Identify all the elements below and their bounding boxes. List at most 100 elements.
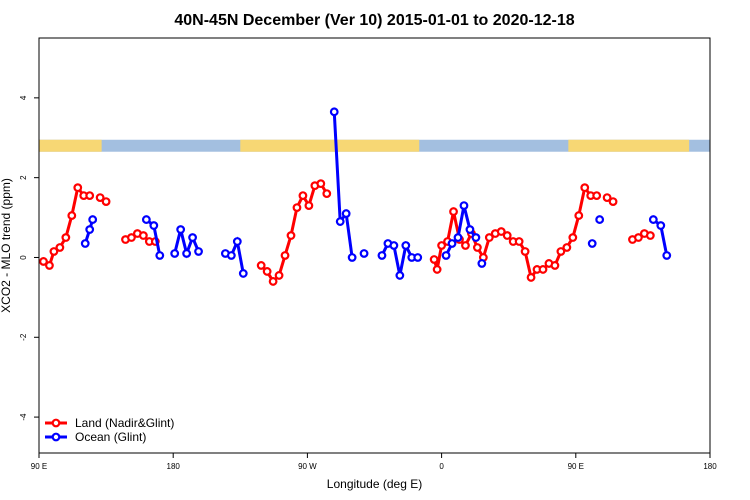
data-point xyxy=(316,179,326,189)
x-tick-label: 180 xyxy=(167,462,181,471)
data-point xyxy=(67,211,77,220)
data-point xyxy=(280,251,290,260)
land-strip-segment xyxy=(39,139,102,152)
y-tick-label: -4 xyxy=(19,413,28,421)
data-point xyxy=(268,277,278,286)
data-point xyxy=(377,251,387,260)
data-point xyxy=(602,193,612,203)
axes: 90 E 180 90 W 0 90 E 180 -4 -2 0 2 4 xyxy=(19,95,717,471)
data-point xyxy=(298,191,308,201)
data-point xyxy=(441,251,451,260)
data-point xyxy=(61,233,71,242)
legend-label: Land (Nadir&Glint) xyxy=(75,416,174,430)
data-point xyxy=(550,261,560,270)
legend: Land (Nadir&Glint)Ocean (Glint) xyxy=(45,416,174,444)
data-point xyxy=(127,233,136,242)
series-layer xyxy=(39,107,672,286)
series-ocean xyxy=(80,107,672,280)
data-point xyxy=(401,241,411,250)
x-tick-label: 180 xyxy=(703,462,717,471)
data-point xyxy=(447,239,457,248)
data-point xyxy=(580,183,590,193)
data-point xyxy=(262,267,272,276)
land-ocean-strip xyxy=(39,139,710,152)
x-tick-label: 90 E xyxy=(31,462,47,471)
data-point xyxy=(520,247,530,256)
data-point xyxy=(85,191,95,201)
data-point xyxy=(449,207,458,216)
data-point xyxy=(648,215,658,224)
data-point xyxy=(662,251,672,260)
data-point xyxy=(587,239,597,248)
data-point xyxy=(322,189,332,199)
x-axis-label: Longitude (deg E) xyxy=(327,477,422,491)
data-point xyxy=(85,225,95,234)
data-point xyxy=(471,233,481,242)
data-point xyxy=(138,231,148,240)
data-point xyxy=(274,271,284,280)
data-point xyxy=(329,107,339,117)
data-point xyxy=(49,247,59,256)
data-point xyxy=(359,249,369,258)
data-point xyxy=(73,183,83,193)
x-tick-label: 0 xyxy=(439,462,444,471)
data-point xyxy=(39,257,48,266)
y-tick-label: 4 xyxy=(19,95,28,100)
data-point xyxy=(256,261,266,270)
data-point xyxy=(170,249,180,258)
data-point xyxy=(562,243,572,252)
x-tick-label: 90 E xyxy=(568,462,584,471)
data-point xyxy=(574,211,584,220)
data-point xyxy=(341,209,351,218)
data-point xyxy=(155,251,165,260)
series-line xyxy=(332,111,354,258)
data-point xyxy=(645,231,655,240)
data-point xyxy=(496,227,506,236)
data-point xyxy=(595,215,605,224)
y-tick-label: -2 xyxy=(19,333,28,341)
data-point xyxy=(80,239,90,248)
data-point xyxy=(45,261,54,270)
data-point xyxy=(182,249,192,258)
data-point xyxy=(194,247,203,256)
data-point xyxy=(459,201,469,210)
plot-frame xyxy=(38,37,711,454)
y-tick-label: 0 xyxy=(19,255,28,260)
data-point xyxy=(556,247,566,256)
chart-title: 40N-45N December (Ver 10) 2015-01-01 to … xyxy=(174,12,574,29)
data-point xyxy=(413,253,423,262)
data-point xyxy=(477,259,487,268)
data-point xyxy=(465,225,475,234)
legend-marker xyxy=(51,432,61,442)
land-strip-segment xyxy=(568,139,690,152)
y-tick-label: 2 xyxy=(19,175,28,180)
data-point xyxy=(149,221,159,230)
data-point xyxy=(634,233,643,242)
data-point xyxy=(238,269,248,278)
data-point xyxy=(484,233,494,242)
data-point xyxy=(55,243,65,252)
data-point xyxy=(526,273,536,282)
data-point xyxy=(292,203,302,212)
data-point xyxy=(226,251,236,260)
data-point xyxy=(232,237,242,246)
legend-marker xyxy=(51,418,61,428)
data-point xyxy=(347,253,357,262)
data-point xyxy=(592,191,602,201)
data-point xyxy=(656,221,666,230)
data-point xyxy=(538,265,548,274)
data-point xyxy=(461,241,470,250)
data-point xyxy=(95,193,105,203)
data-point xyxy=(437,241,447,250)
data-point xyxy=(141,215,151,224)
data-point xyxy=(514,237,524,246)
data-point xyxy=(432,265,442,274)
data-point xyxy=(608,197,618,207)
data-point xyxy=(188,233,197,242)
data-point xyxy=(335,217,345,226)
data-point xyxy=(472,243,482,252)
y-axis-label: XCO2 - MLO trend (ppm) xyxy=(0,178,13,313)
data-point xyxy=(101,197,111,207)
data-point xyxy=(286,231,296,240)
